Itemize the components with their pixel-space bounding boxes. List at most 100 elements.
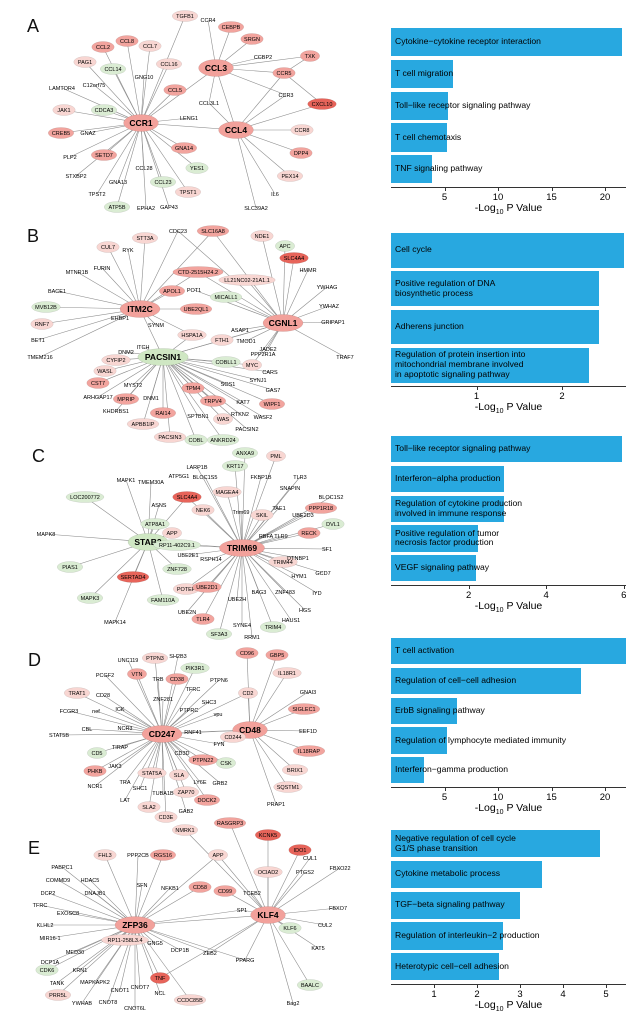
- network-node-label: MYC: [246, 363, 258, 369]
- network-node-label: CCR4: [201, 18, 216, 24]
- network-node-label: CTD-2515H24.2: [178, 270, 218, 276]
- x-axis-label-part: P Value: [503, 600, 543, 612]
- bar-label: T cell chemotaxis: [395, 131, 462, 142]
- bar-label: Cytokine−cytokine receptor interaction: [395, 36, 541, 47]
- network-node-label: KLHL2: [37, 923, 54, 929]
- network-node: [206, 434, 240, 446]
- chart-A: Cytokine−cytokine receptor interaction T …: [391, 28, 633, 221]
- network-edge: [241, 547, 292, 621]
- network-node-label: SHC3: [202, 700, 217, 706]
- network-node-label: PPP2R1A: [251, 352, 276, 358]
- network-node: [297, 527, 321, 539]
- chart-bar-row: Regulation of protein insertion into mit…: [391, 347, 629, 383]
- network-node-label: KLF6: [283, 926, 296, 932]
- network-edge: [140, 122, 147, 209]
- bar: [391, 465, 504, 493]
- network-edge: [112, 68, 142, 124]
- network-edge: [134, 914, 269, 926]
- x-axis-label-part: P Value: [503, 202, 543, 214]
- network-node-label: ITCH: [137, 345, 150, 351]
- network-node: [206, 628, 232, 640]
- network-hub-node: [250, 906, 286, 924]
- axis-tick-label: 15: [546, 192, 557, 203]
- network-edge: [162, 356, 224, 441]
- network-node-label: HSPA1A: [181, 333, 203, 339]
- network-edge: [202, 547, 243, 620]
- axis-tick-label: 10: [492, 192, 504, 203]
- network-edge: [124, 733, 163, 801]
- network-node-label: SH2B3: [169, 654, 186, 660]
- network-node: [31, 301, 61, 313]
- chart-bar-row: Interferon−gamma production: [391, 757, 629, 784]
- network-node: [289, 147, 313, 159]
- network-node: [259, 398, 285, 410]
- network-node-label: IL18R1: [278, 671, 296, 677]
- network-node: [213, 885, 237, 897]
- network-hub-node: [123, 114, 159, 132]
- chart-bar-row: Regulation of lymphocyte mediated immuni…: [391, 727, 629, 754]
- network-node-label: IL18RAP: [298, 749, 320, 755]
- network-edge: [226, 491, 243, 549]
- network-node: [150, 176, 176, 188]
- network-node: [210, 334, 234, 346]
- bar: [391, 155, 432, 184]
- network-node-label: TIRAP: [112, 745, 129, 751]
- network-node-label: PAG1: [78, 60, 92, 66]
- network-node: [304, 502, 338, 514]
- network-node-label: WASF2: [254, 415, 273, 421]
- network-node-label: PHKB: [88, 769, 103, 775]
- network-edge: [57, 879, 136, 926]
- network-node-label: CUL7: [101, 245, 115, 251]
- network-node: [156, 58, 182, 70]
- network-node: [172, 10, 198, 22]
- bar-label: Interferon−alpha production: [395, 473, 501, 483]
- network-edge: [140, 45, 151, 124]
- network-node: [153, 431, 187, 443]
- network-hub-node: [218, 121, 254, 139]
- network-node: [211, 356, 241, 368]
- network-node-label: TFRC: [186, 687, 201, 693]
- network-node-label: COMMD9: [46, 878, 70, 884]
- bar: [391, 922, 503, 950]
- network-edge: [39, 308, 141, 358]
- axis-tick: [623, 586, 625, 589]
- network-node: [93, 849, 117, 861]
- chart-E: Negative regulation of cell cycle G1/S p…: [391, 830, 633, 1018]
- chart-bar-row: Positive regulation of DNA biosynthetic …: [391, 271, 629, 306]
- network-node-label: ATP5B: [108, 205, 125, 211]
- network-node-label: LY6E: [193, 780, 206, 786]
- network-node: [277, 170, 303, 182]
- x-axis-label-part: -Log: [474, 999, 496, 1011]
- network-edge: [96, 122, 142, 195]
- network-node: [150, 407, 176, 419]
- network-node: [191, 613, 215, 625]
- network-node-label: CD28: [96, 693, 110, 699]
- network-node-label: ZNF483: [275, 590, 295, 596]
- network-node-label: LOC200772: [70, 495, 100, 501]
- network-node: [288, 844, 312, 856]
- network-node-label: ATP8A1: [145, 522, 165, 528]
- x-axis-label-part: 10: [495, 1006, 504, 1014]
- axis-tick: [468, 586, 470, 589]
- network-node-label: CYFIP2: [106, 358, 125, 364]
- network-node-label: BLOC1S5: [193, 475, 218, 481]
- axis-tick-label: 5: [603, 989, 609, 1000]
- network-node: [272, 67, 296, 79]
- network-node-label: DCP2: [41, 891, 56, 897]
- bar-label: Toll−like receptor signaling pathway: [395, 443, 531, 454]
- chart-bar-row: Adherens junction: [391, 309, 629, 345]
- network-node: [185, 162, 209, 174]
- network-node-label: HYM1: [291, 574, 306, 580]
- network-node: [253, 866, 283, 878]
- network-edge: [236, 547, 243, 600]
- network-node-label: RRM1: [244, 635, 260, 641]
- network-node-label: CUL1: [303, 856, 317, 862]
- x-axis-label: -Log10 P Value: [391, 999, 626, 1013]
- x-axis-label-part: -Log: [474, 401, 496, 413]
- network-node-label: ASNS: [152, 503, 167, 509]
- network-node-label: PLP2: [63, 155, 76, 161]
- network-node-label: CCBP2: [254, 55, 272, 61]
- chart-bar-row: Positive regulation of tumor necrosis fa…: [391, 525, 629, 552]
- network-node: [292, 745, 326, 757]
- bar: [391, 697, 458, 724]
